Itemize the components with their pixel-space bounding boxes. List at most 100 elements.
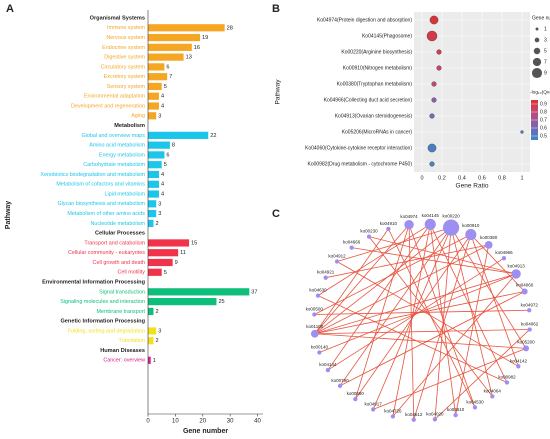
node xyxy=(315,293,321,298)
category-label: Circulatory system xyxy=(101,64,146,70)
node-label: ko00230 xyxy=(360,229,378,234)
bar xyxy=(148,327,157,335)
bar xyxy=(148,288,250,296)
edge xyxy=(339,291,525,387)
x-tick-label: 20 xyxy=(199,419,206,425)
size-legend-marker xyxy=(534,37,540,43)
edge xyxy=(314,244,489,335)
node-label: ko04666 xyxy=(343,240,361,245)
category-label: Excretory system xyxy=(104,74,146,80)
edge xyxy=(455,244,490,416)
category-label: Cell growth and death xyxy=(93,260,145,266)
size-legend-label: 7 xyxy=(544,59,547,65)
edge xyxy=(450,227,493,397)
size-legend-marker xyxy=(531,67,543,79)
value-label: 37 xyxy=(251,289,257,295)
group-label: Metabolism xyxy=(114,123,145,129)
x-tick-label: 0.6 xyxy=(478,175,486,181)
node xyxy=(484,241,493,249)
node-label: ko04972 xyxy=(521,302,539,307)
y-tick-label: Ko04974(Protein digestion and absorption… xyxy=(317,17,412,23)
bar xyxy=(148,170,159,179)
node xyxy=(337,383,343,388)
value-label: 4 xyxy=(161,104,164,110)
edge xyxy=(434,227,452,420)
x-axis-title: Gene number xyxy=(183,428,228,435)
category-label: Metabolism of other amino acids xyxy=(67,211,145,217)
edge xyxy=(429,224,508,383)
size-legend-marker xyxy=(532,57,542,67)
bar xyxy=(148,200,157,208)
node xyxy=(511,269,521,279)
node xyxy=(453,412,458,418)
node-label: ko04612 xyxy=(405,412,423,417)
y-tick-label: Ko05206(MicroRNAs in cancer) xyxy=(342,129,413,135)
value-label: 7 xyxy=(169,74,172,80)
node-label: ko00982 xyxy=(498,375,516,380)
value-label: 5 xyxy=(164,162,167,168)
group-label: Environmental Information Processing xyxy=(42,280,145,286)
bar xyxy=(148,43,192,51)
panel-label: A xyxy=(6,3,14,15)
size-legend-label: 1 xyxy=(544,26,547,32)
node xyxy=(432,417,438,422)
edge xyxy=(392,273,517,417)
category-label: Xenobiotics biodegradation and metabolis… xyxy=(40,172,145,178)
node-label: ko04530 xyxy=(466,399,484,404)
value-label: 6 xyxy=(166,152,169,158)
edge xyxy=(314,234,472,315)
y-tick-label: Ko00220(Arginine biosynthesis) xyxy=(341,49,412,55)
node-label: ko04912 xyxy=(328,254,346,259)
bar xyxy=(148,73,168,81)
category-label: Metabolism of cofactors and vitamins xyxy=(56,182,145,188)
edge xyxy=(314,273,517,335)
y-tick-label: Ko00380(Tryptophan metabolism) xyxy=(337,81,413,87)
node xyxy=(424,218,436,230)
node-label: ko04142 xyxy=(510,358,528,363)
value-label: 28 xyxy=(227,25,233,31)
node xyxy=(527,308,532,313)
node-label: ko04966 xyxy=(495,250,513,255)
value-label: 2 xyxy=(155,309,158,315)
value-label: 1 xyxy=(153,358,156,364)
x-tick-label: 0.4 xyxy=(458,175,466,181)
bar xyxy=(148,53,184,61)
category-label: Environmental adaptation xyxy=(84,94,145,100)
group-label: Human Diseases xyxy=(100,348,145,354)
x-tick-label: 40 xyxy=(254,419,261,425)
node-label: ko00910 xyxy=(462,223,480,228)
size-legend-label: 5 xyxy=(544,48,547,54)
value-label: 3 xyxy=(158,201,161,207)
bar xyxy=(148,258,173,267)
group-label: Cellular Processes xyxy=(95,231,145,237)
node xyxy=(465,229,477,241)
node xyxy=(523,345,530,352)
node-label: ko01100 xyxy=(306,324,323,329)
colorbar-label: 0.7 xyxy=(540,117,547,123)
node xyxy=(386,226,391,232)
node-label: ko04610 xyxy=(447,407,465,412)
x-axis-title: Gene Ratio xyxy=(456,183,489,190)
edge xyxy=(408,224,476,408)
node xyxy=(310,329,319,338)
node xyxy=(490,394,495,399)
edge xyxy=(336,261,519,367)
bar xyxy=(148,337,154,345)
node-label: ko00590 xyxy=(347,391,365,396)
value-label: 19 xyxy=(202,35,208,41)
node xyxy=(411,417,416,422)
bar xyxy=(148,190,159,198)
value-label: 25 xyxy=(218,299,224,305)
node xyxy=(390,414,396,419)
category-label: Aging xyxy=(131,113,145,119)
value-label: 4 xyxy=(161,182,164,188)
node-label: ko04630 xyxy=(309,288,327,293)
y-tick-label: Ko04060(Cytokine-cytokine receptor inter… xyxy=(305,145,412,151)
node-label: ko04917 xyxy=(365,401,383,406)
size-legend-marker xyxy=(533,47,541,55)
node xyxy=(501,256,507,261)
node-label: ko00790 xyxy=(331,378,349,383)
size-legend-title: Gene number xyxy=(532,15,550,21)
edge xyxy=(327,224,431,371)
